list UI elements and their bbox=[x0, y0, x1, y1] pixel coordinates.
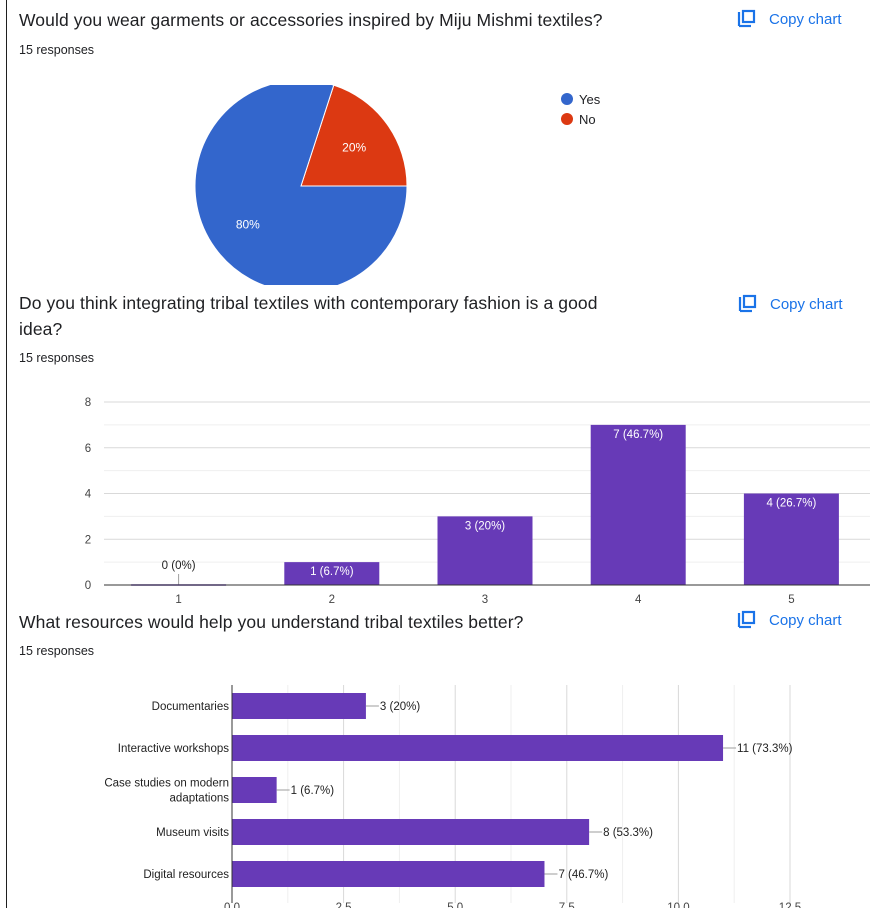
y-tick-label: 4 bbox=[85, 489, 92, 501]
bar bbox=[437, 516, 533, 585]
bar-data-label: 7 (46.7%) bbox=[613, 429, 663, 441]
x-tick-label: 2.5 bbox=[336, 902, 352, 908]
y-category-label: Interactive workshops bbox=[118, 743, 229, 755]
horizontal-bar-chart: 0.0 2.5 5.0 7.5 10.0 12.5 3 (20%) Documentaries… bbox=[104, 685, 801, 908]
legend-swatch-yes bbox=[561, 93, 573, 105]
bar bbox=[232, 777, 277, 803]
x-tick-label: 4 bbox=[635, 594, 642, 606]
copy-icon bbox=[737, 610, 756, 629]
bar bbox=[590, 424, 686, 585]
y-tick-label: 6 bbox=[85, 443, 91, 455]
bar bbox=[232, 735, 724, 761]
x-tick-label: 12.5 bbox=[779, 902, 801, 908]
window-left-border bbox=[6, 0, 7, 908]
copy-chart-button[interactable]: Copy chart bbox=[736, 610, 842, 630]
copy-chart-button[interactable]: Copy chart bbox=[737, 294, 843, 314]
legend-swatch-no bbox=[561, 113, 573, 125]
question-title: Would you wear garments or accessories i… bbox=[19, 10, 603, 30]
legend-item-no: No bbox=[561, 109, 600, 129]
bar-data-label: 11 (73.3%) bbox=[737, 743, 793, 755]
pie-label-no: 20% bbox=[342, 140, 366, 154]
legend-label-yes: Yes bbox=[579, 91, 601, 107]
x-tick-label: 1 bbox=[175, 594, 181, 606]
copy-chart-label: Copy chart bbox=[769, 10, 842, 28]
bar-data-label: 1 (6.7%) bbox=[310, 566, 354, 578]
question-title-line-1: Do you think integrating tribal textiles… bbox=[19, 293, 598, 313]
copy-icon bbox=[738, 294, 757, 313]
y-tick-label: 0 bbox=[85, 580, 91, 592]
copy-chart-label: Copy chart bbox=[769, 611, 842, 629]
y-category-label: Digital resources bbox=[143, 869, 229, 881]
bar-data-label: 1 (6.7%) bbox=[291, 785, 335, 797]
x-tick-label: 7.5 bbox=[559, 902, 575, 908]
pie-slice-no bbox=[300, 85, 408, 187]
y-category-label: Documentaries bbox=[152, 701, 230, 713]
question-card-1: Would you wear garments or accessories i… bbox=[0, 0, 870, 285]
bar-data-label: 4 (26.7%) bbox=[766, 498, 816, 510]
copy-icon bbox=[737, 9, 756, 28]
bar-data-label: 8 (53.3%) bbox=[603, 827, 653, 839]
x-tick-label: 0.0 bbox=[224, 902, 240, 908]
bar bbox=[284, 562, 380, 585]
legend-label-no: No bbox=[579, 111, 596, 127]
copy-chart-label: Copy chart bbox=[770, 295, 843, 313]
bar bbox=[232, 861, 545, 887]
x-tick-label: 10.0 bbox=[667, 902, 689, 908]
response-count: 15 responses bbox=[19, 644, 95, 658]
question-title: What resources would help you understand… bbox=[19, 612, 524, 632]
question-title-line-2: idea? bbox=[19, 319, 63, 339]
vertical-bar-chart: 0 2 4 6 8 0 (0%) 1 1 (6.7%) 2 3 (20%) 3 7 (46.7%) 4 4… bbox=[85, 397, 870, 606]
x-tick-label: 3 bbox=[482, 594, 488, 606]
y-tick-label: 8 bbox=[85, 397, 91, 409]
copy-chart-button[interactable]: Copy chart bbox=[736, 9, 842, 29]
question-card-3: What resources would help you understand… bbox=[0, 607, 870, 908]
bar-data-label: 3 (20%) bbox=[465, 520, 505, 532]
x-tick-label: 5.0 bbox=[447, 902, 463, 908]
pie-chart: 20% 80% bbox=[194, 85, 408, 285]
chart-legend: Yes No bbox=[561, 89, 600, 129]
question-card-2: Do you think integrating tribal textiles… bbox=[0, 285, 870, 607]
x-tick-label: 5 bbox=[788, 594, 794, 606]
bar-data-label: 7 (46.7%) bbox=[558, 869, 608, 881]
response-count: 15 responses bbox=[19, 351, 95, 365]
y-category-label: adaptations bbox=[170, 793, 230, 805]
bar-data-label: 0 (0%) bbox=[162, 560, 196, 572]
response-count: 15 responses bbox=[19, 43, 95, 57]
bar bbox=[232, 693, 366, 719]
pie-label-yes: 80% bbox=[236, 218, 260, 232]
y-category-label: Case studies on modern bbox=[104, 778, 229, 790]
legend-item-yes: Yes bbox=[561, 89, 600, 109]
y-category-label: Museum visits bbox=[156, 827, 229, 839]
bar bbox=[743, 493, 839, 585]
x-tick-label: 2 bbox=[329, 594, 335, 606]
bar-data-label: 3 (20%) bbox=[380, 701, 420, 713]
bar bbox=[232, 819, 590, 845]
y-tick-label: 2 bbox=[85, 534, 91, 546]
pie-slice-yes bbox=[194, 85, 408, 285]
